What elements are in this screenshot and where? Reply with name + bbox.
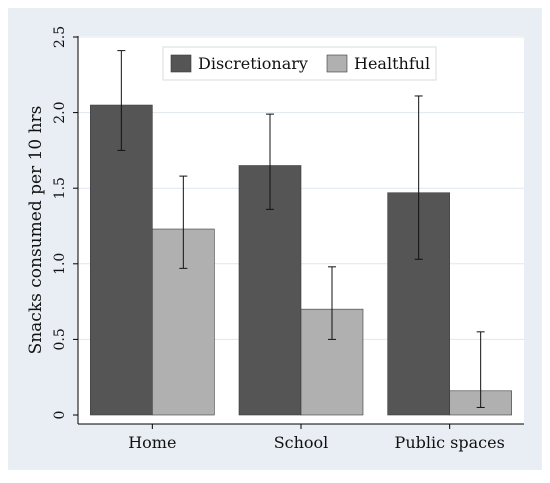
bars <box>90 104 512 416</box>
bar-discretionary-home <box>90 104 153 416</box>
legend-label-discretionary: Discretionary <box>198 54 308 73</box>
legend-box <box>162 46 437 81</box>
y-tick-label: 2.0 <box>52 101 68 123</box>
error-bars <box>117 50 485 408</box>
x-tick-label: Home <box>128 433 176 452</box>
y-axis-label: Snacks consumed per 10 hrs <box>26 106 46 355</box>
y-tick-label: 1.5 <box>52 177 68 199</box>
y-tick-label: 0.5 <box>52 328 68 350</box>
legend-swatch-discretionary <box>170 54 192 73</box>
axes: 0 0.5 1.0 1.5 2.0 2.5 Home School Public spaces <box>52 26 524 452</box>
y-tick-label: 0 <box>52 411 68 420</box>
legend-label-healthful: Healthful <box>354 54 430 73</box>
y-tick-label: 1.0 <box>52 253 68 275</box>
x-tick-label: Public spaces <box>395 433 505 452</box>
legend-swatch-healthful <box>326 54 348 73</box>
legend: Discretionary Healthful <box>162 46 437 81</box>
x-tick-label: School <box>274 433 329 452</box>
y-tick-label: 2.5 <box>52 26 68 48</box>
